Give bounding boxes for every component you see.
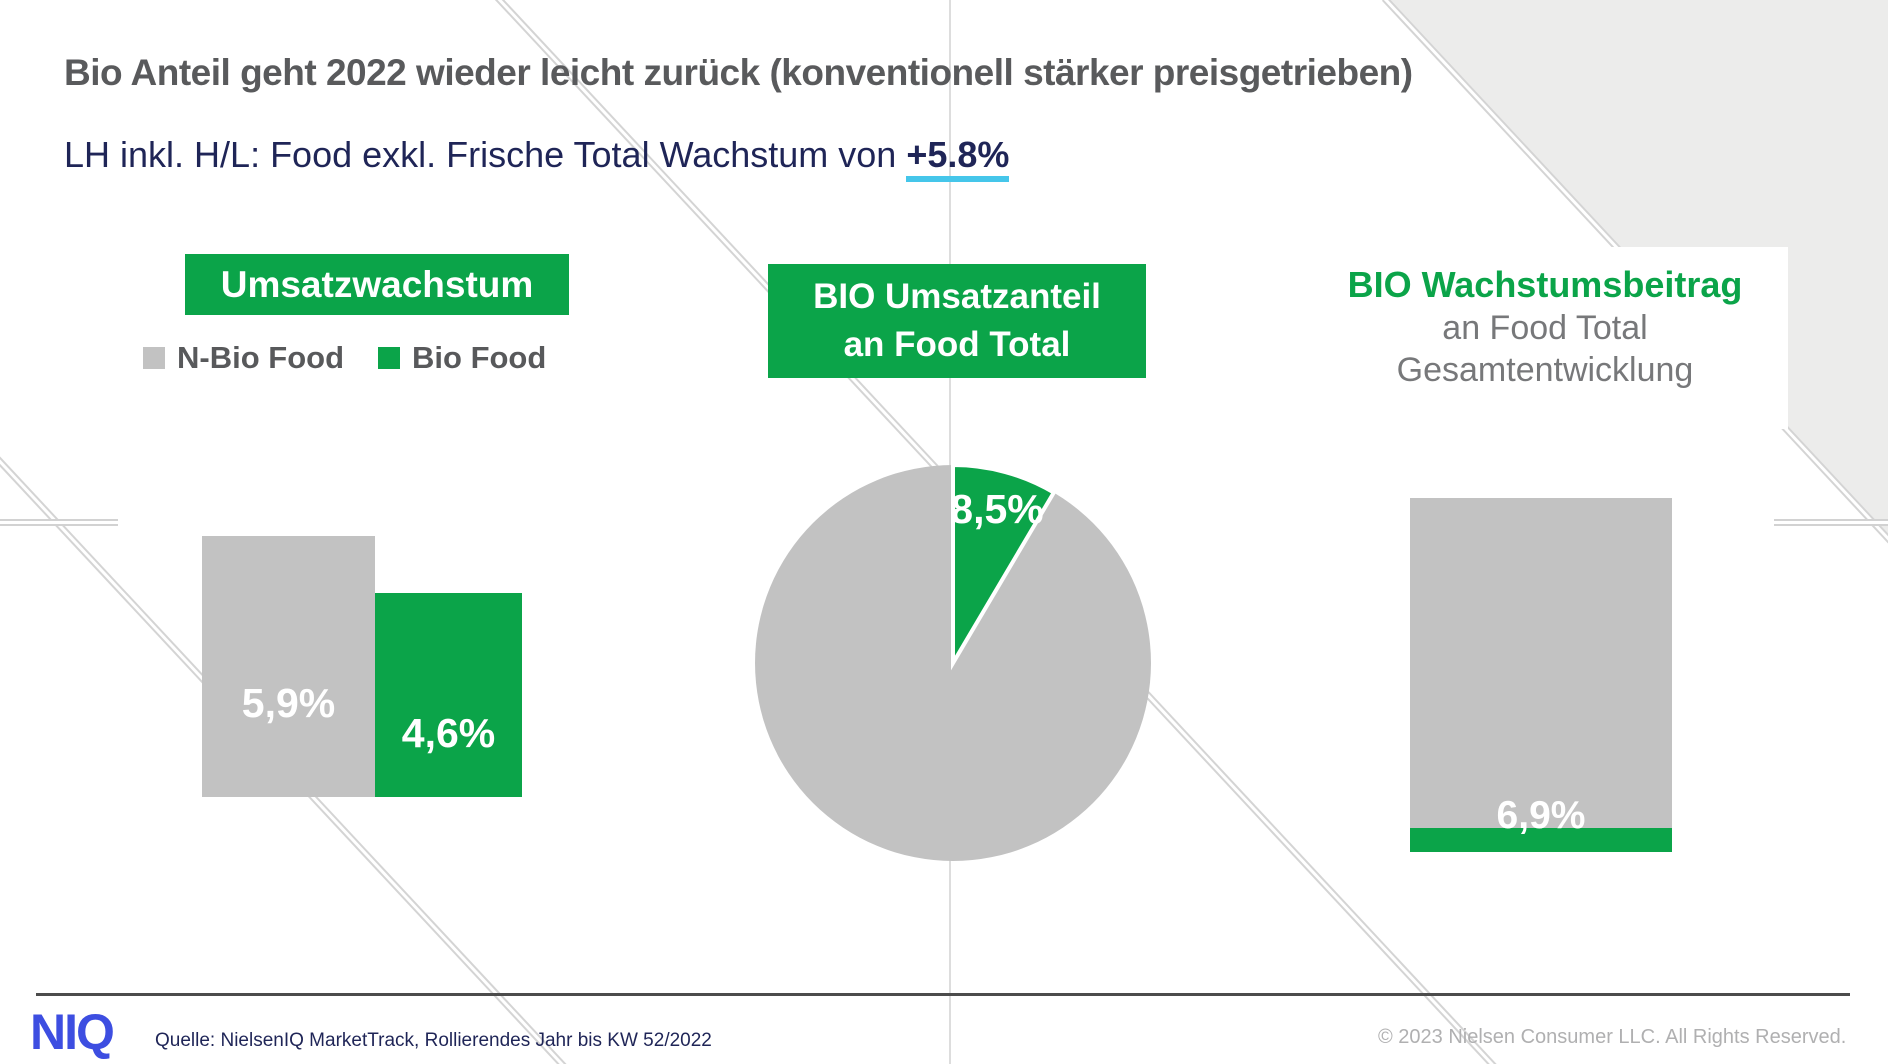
- bar-value-label: 5,9%: [241, 680, 336, 726]
- stacked-bar-value-label: 6,9%: [1496, 794, 1586, 837]
- legend-label-bio: Bio Food: [412, 340, 547, 375]
- stacked-bar-wachstumsbeitrag: 6,9%: [1410, 498, 1672, 852]
- bar-value-label: 4,6%: [401, 710, 496, 756]
- chart1-title: Umsatzwachstum: [220, 263, 534, 305]
- copyright-note: © 2023 Nielsen Consumer LLC. All Rights …: [1378, 1026, 1847, 1048]
- chart2-title-line2: an Food Total: [843, 325, 1071, 364]
- chart3-title: BIO Wachstumsbeitrag an Food Total Gesam…: [1302, 247, 1788, 429]
- legend-swatch-bio-icon: [378, 347, 401, 369]
- subtitle-highlight: +5.8%: [906, 134, 1010, 182]
- legend-swatch-nbio-icon: [143, 347, 165, 369]
- bar-nbio-food: 5,9%: [202, 536, 375, 797]
- bar-bio-food: 4,6%: [375, 593, 522, 797]
- chart3-title-line2: an Food Total: [1442, 309, 1648, 347]
- pie-value-label: 8,5%: [950, 486, 1044, 532]
- legend-label-nbio: N-Bio Food: [177, 340, 345, 375]
- horizontal-line-decoration: [1774, 519, 1888, 526]
- slide-title: Bio Anteil geht 2022 wieder leicht zurüc…: [64, 52, 1413, 93]
- bar-chart-umsatzwachstum: 5,9% 4,6%: [202, 536, 522, 797]
- niq-logo: NIQ: [30, 1004, 115, 1060]
- chart1-legend: N-Bio Food Bio Food: [143, 340, 580, 376]
- chart2-title-line1: BIO Umsatzanteil: [813, 277, 1101, 316]
- segment-nbio-food: [1410, 498, 1672, 828]
- pie-slice-bio: [950, 463, 1057, 671]
- subtitle-text: LH inkl. H/L: Food exkl. Frische Total W…: [64, 134, 907, 175]
- pie-chart-bio-umsatzanteil: 8,5%: [752, 462, 1154, 864]
- slide-subtitle: LH inkl. H/L: Food exkl. Frische Total W…: [64, 134, 1464, 182]
- legend-item-bio: Bio Food: [378, 340, 546, 376]
- horizontal-line-decoration: [0, 519, 118, 526]
- legend-item-nbio: N-Bio Food: [143, 340, 344, 376]
- footer-divider: [36, 993, 1850, 996]
- source-note: Quelle: NielsenIQ MarketTrack, Rollieren…: [155, 1030, 712, 1051]
- segment-bio-food: [1410, 828, 1672, 852]
- chart1-title-badge: Umsatzwachstum: [185, 254, 569, 315]
- pie-svg: [755, 463, 1151, 861]
- chart3-title-line1: BIO Wachstumsbeitrag: [1347, 264, 1743, 305]
- chart2-title-badge: BIO Umsatzanteil an Food Total: [768, 264, 1146, 378]
- chart3-title-line3: Gesamtentwicklung: [1396, 351, 1694, 389]
